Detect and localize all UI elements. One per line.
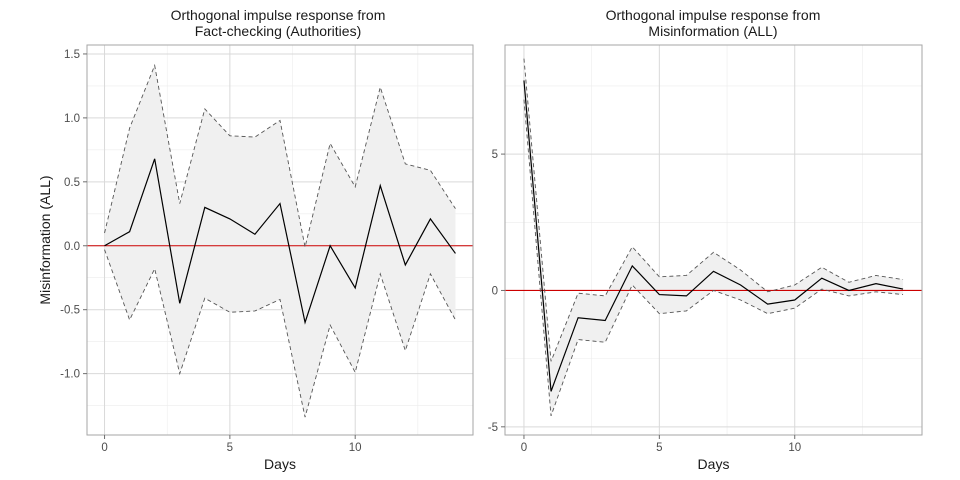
y-tick-label: 0.0 bbox=[64, 241, 80, 253]
panel-fact-checking: 0 5 10 -1.0 -0.5 0.0 0.5 1.0 1.5 Orthogonal impul… bbox=[37, 7, 474, 472]
x-axis-label: Days bbox=[264, 456, 296, 472]
chart-title-line: Orthogonal impulse response from bbox=[171, 7, 386, 23]
y-tick-label: -5 bbox=[488, 422, 498, 434]
upper-line bbox=[523, 58, 904, 362]
panel-frame bbox=[504, 44, 923, 436]
y-tick-label: 1.5 bbox=[64, 49, 80, 61]
x-tick-label: 10 bbox=[788, 442, 801, 454]
y-tick-label: 5 bbox=[492, 149, 498, 161]
chart-title-line: Misinformation (ALL) bbox=[648, 23, 777, 39]
confidence-band bbox=[104, 65, 456, 418]
x-tick-label: 0 bbox=[101, 442, 107, 454]
panel-frame bbox=[86, 44, 474, 436]
chart-title-line: Fact-checking (Authorities) bbox=[195, 23, 362, 39]
y-tick-label: 0 bbox=[492, 285, 498, 297]
chart-title-line: Orthogonal impulse response from bbox=[606, 7, 821, 23]
x-tick-label: 0 bbox=[521, 442, 527, 454]
y-tick-label: 0.5 bbox=[64, 177, 80, 189]
lower-line bbox=[523, 99, 904, 417]
panel-misinformation: 0 5 10 -5 0 5 Orthogonal impulse response from… bbox=[488, 7, 923, 472]
x-tick-label: 5 bbox=[227, 442, 233, 454]
x-axis-label: Days bbox=[698, 456, 730, 472]
lower-line bbox=[104, 249, 456, 418]
upper-line bbox=[104, 63, 456, 248]
confidence-band bbox=[523, 58, 904, 416]
x-tick-label: 5 bbox=[656, 442, 662, 454]
y-tick-label: -1.0 bbox=[60, 369, 80, 381]
y-tick-label: -0.5 bbox=[60, 305, 80, 317]
response-line bbox=[523, 80, 904, 392]
x-tick-label: 10 bbox=[349, 442, 362, 454]
y-axis-label: Misinformation (ALL) bbox=[37, 175, 53, 304]
y-tick-label: 1.0 bbox=[64, 113, 80, 125]
response-line bbox=[104, 158, 456, 325]
